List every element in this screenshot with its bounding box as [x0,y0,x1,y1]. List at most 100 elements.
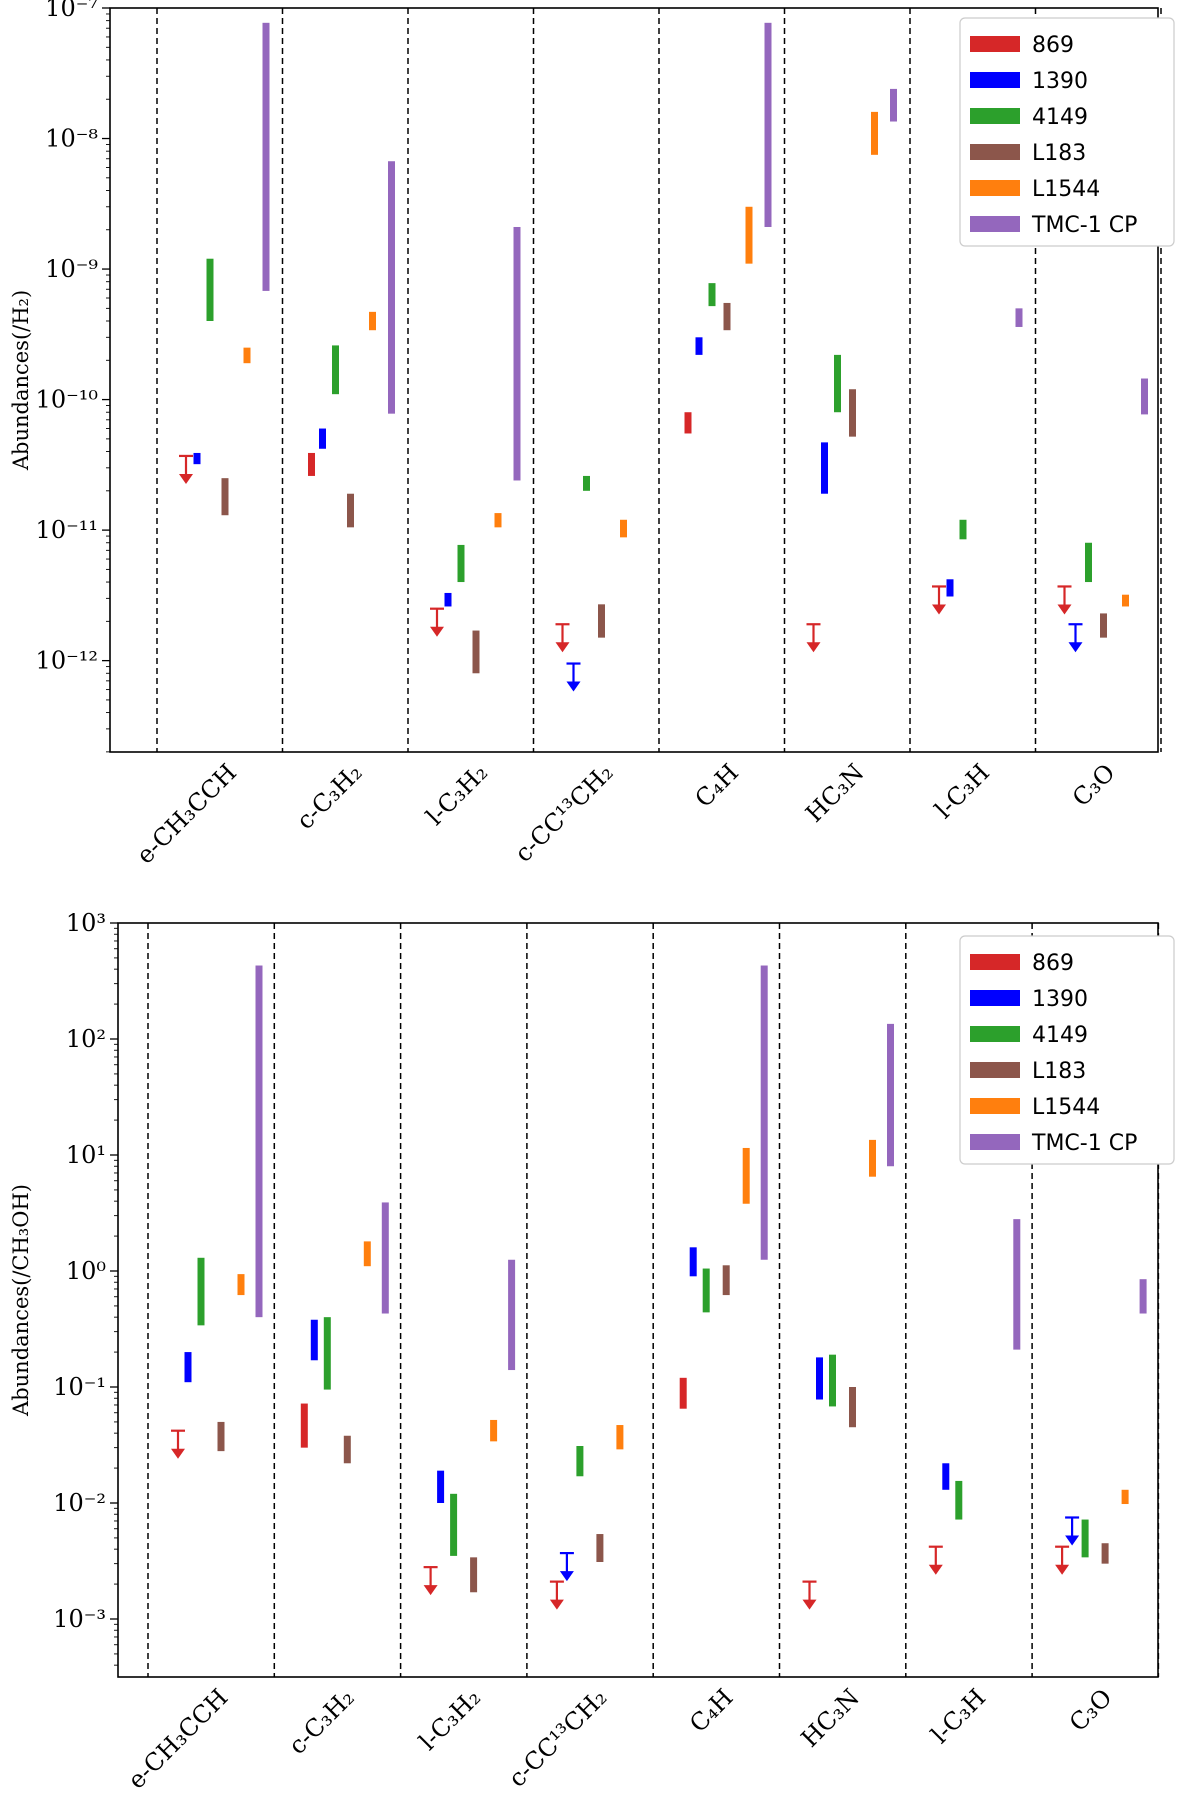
upper-limit-arrow-869 [802,1580,817,1610]
range-bar-4149 [959,519,967,540]
range-bar-4149 [457,544,465,583]
x-tick-label: c-CC¹³CH₂ [509,758,618,867]
range-bar-4149 [1085,542,1092,583]
range-bar-869 [679,1377,687,1409]
legend-swatch [970,1134,1020,1150]
x-tick-label: e-CH₃CCH [122,1683,233,1794]
upper-limit-arrow-869 [1055,1545,1070,1575]
x-tick-label: l-C₃H₂ [421,758,493,830]
upper-limit-arrow-869 [806,623,821,653]
y-axis-label: Abundances(/H₂) [9,290,33,471]
range-bar-1390 [816,1357,823,1400]
x-tick-label: HC₃N [796,1683,865,1752]
range-bar-l1544 [1122,594,1129,607]
range-bar-tmc-1-cp [1141,378,1148,415]
upper-limit-arrow-869 [928,1545,943,1575]
range-bar-l1544 [494,513,502,528]
range-bar-1390 [942,1463,950,1490]
range-bar-l183 [598,604,605,638]
legend: 869 1390 4149 L183 L1544 TMC-1 CP [959,17,1175,247]
y-tick-label: 10⁻¹¹ [36,516,98,544]
legend-label: 1390 [1032,987,1088,1012]
legend-item: L183 [970,141,1086,166]
y-tick-label: 10⁻¹² [36,647,98,675]
range-bar-l183 [221,478,229,516]
range-bar-4149 [323,1317,331,1390]
range-bar-l183 [470,1557,478,1593]
upper-limit-arrow-1390 [1065,1516,1080,1546]
upper-limit-arrow-869 [555,623,570,653]
range-bar-l1544 [620,519,627,538]
range-bar-869 [684,412,692,434]
range-bar-l1544 [869,1139,876,1177]
plot-area-frame [117,922,1159,1678]
chart-panel-1: 10⁻¹² 10⁻¹¹ 10⁻¹⁰ 10⁻⁹ 10⁻⁸ 10⁻⁷ Abundances(/H… [9,0,1175,869]
legend-label: L1544 [1032,177,1100,202]
y-tick-label: 10⁻² [53,1489,106,1517]
range-bar-l1544 [237,1274,245,1296]
y-tick-label: 10² [66,1025,106,1053]
upper-limit-arrow-1390 [1068,623,1083,653]
legend-swatch [970,108,1020,124]
y-tick-label: 10⁻⁹ [45,255,98,283]
range-bar-l183 [343,1435,351,1464]
range-bar-tmc-1-cp [513,226,521,481]
range-bar-l183 [347,493,354,528]
x-tick-label: c-CC¹³CH₂ [503,1683,612,1792]
x-tick-label: e-CH₃CCH [131,758,242,869]
range-bar-tmc-1-cp [388,161,395,414]
upper-limit-arrow-869 [1057,585,1072,615]
range-bar-4149 [955,1480,963,1520]
x-tick-label: c-C₃H₂ [283,1683,359,1759]
range-bar-l183 [1100,613,1107,638]
range-bar-l1544 [1121,1489,1129,1505]
legend-swatch [970,1098,1020,1114]
y-tick-label: 10⁻¹⁰ [36,386,98,414]
legend-swatch [970,180,1020,196]
range-bar-869 [308,452,315,476]
range-bar-l1544 [745,206,753,264]
legend-swatch [970,144,1020,160]
legend-label: 1390 [1032,69,1088,94]
range-bar-tmc-1-cp [1139,1279,1147,1314]
x-tick-label: l-C₃H [929,758,995,824]
range-bar-l183 [217,1421,225,1452]
range-bar-tmc-1-cp [887,1023,894,1167]
upper-limit-arrow-869 [171,1429,185,1459]
x-tick-label: C₄H [684,1683,738,1737]
range-bar-tmc-1-cp [890,88,897,122]
range-bar-4149 [450,1493,458,1556]
y-tick-label: 10⁻³ [53,1605,106,1633]
y-tick-label: 10⁻⁷ [45,0,98,22]
range-bar-l183 [849,389,856,437]
x-tick-label: C₄H [690,758,744,812]
range-bar-1390 [689,1247,697,1277]
range-bar-4149 [583,475,590,491]
range-bar-1390 [695,337,703,355]
upper-limit-arrow-1390 [566,662,581,692]
range-bar-4149 [829,1354,836,1407]
upper-limit-arrow-869 [549,1580,564,1610]
range-bar-tmc-1-cp [1013,1219,1021,1350]
upper-limit-arrow-869 [932,585,946,615]
legend: 869 1390 4149 L183 L1544 TMC-1 CP [959,935,1175,1165]
range-bar-4149 [702,1268,710,1313]
legend-item: 869 [970,33,1074,58]
upper-limit-arrow-1390 [559,1551,574,1582]
upper-limit-arrow-869 [179,454,193,484]
legend-swatch [970,954,1020,970]
legend-label: TMC-1 CP [1031,1131,1137,1156]
legend-swatch [970,36,1020,52]
legend-item: TMC-1 CP [970,213,1137,238]
range-bar-1390 [437,1470,445,1503]
range-bar-4149 [197,1257,205,1326]
x-tick-label: c-C₃H₂ [291,758,367,834]
legend-item: 1390 [970,69,1088,94]
legend-item: 4149 [970,105,1088,130]
range-bar-l1544 [616,1425,624,1450]
range-bar-tmc-1-cp [255,965,263,1318]
y-tick-label: 10¹ [66,1141,106,1169]
range-bar-4149 [834,354,841,413]
